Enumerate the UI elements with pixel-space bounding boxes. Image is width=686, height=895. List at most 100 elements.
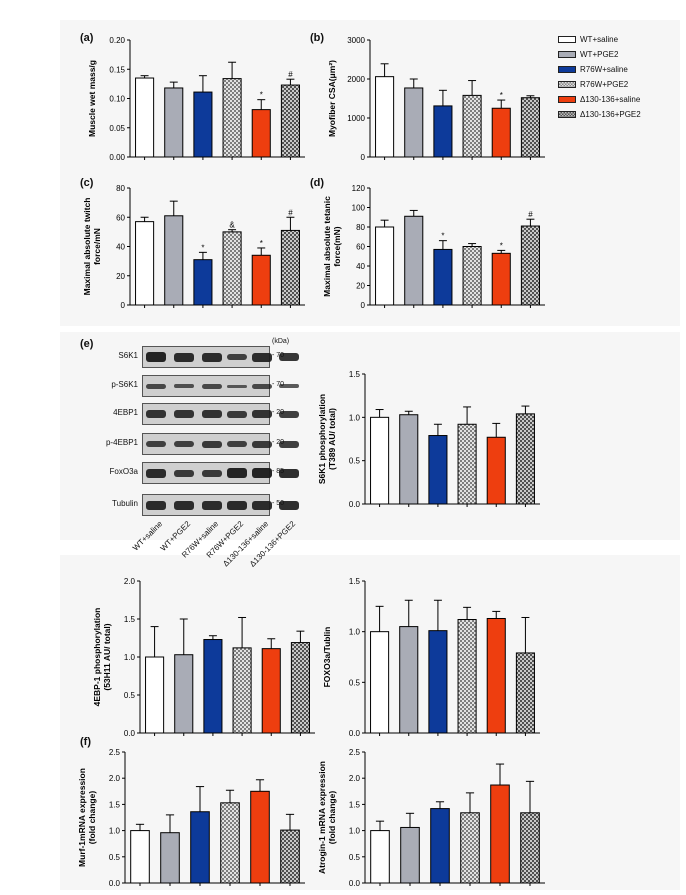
y-tick-label: 20 [356,282,365,291]
bar [145,656,165,734]
bar [174,654,194,734]
bar [400,826,420,884]
blot-membrane [142,494,299,516]
significance-mark: # [528,210,533,219]
y-tick-label: 0.0 [109,879,121,888]
bar [457,423,477,505]
blot-band [252,352,272,362]
y-axis-label-line: Atrogin-1 mRNA expression [317,761,327,874]
y-tick-label: 0 [121,301,126,310]
blot-band [227,441,247,447]
y-tick-label: 1.5 [109,800,121,809]
y-tick-label: 2.5 [349,748,361,757]
bar [457,619,477,734]
blot-mw-label: - 50 [272,500,285,507]
blot-mw-label: - 70 [272,381,285,388]
y-tick-label: 1.5 [349,800,361,809]
y-tick-label: 60 [356,243,365,252]
bar [491,252,511,306]
blot-band [146,410,166,418]
blot-band [146,441,166,447]
blot-band [252,410,272,418]
y-axis-label: 4EBP-1 phosphorylation(53H11 AU/ total) [92,608,112,707]
y-axis-label-line: (53H11 AU/ total) [102,623,112,690]
blot-membrane [142,375,299,397]
panel-label-b: (b) [310,32,325,44]
blot-mw-label: - 20 [272,439,285,446]
y-tick-label: 1.0 [349,827,361,836]
y-axis-label: Myofiber CSA(μm²) [327,60,337,137]
legend-swatch [558,36,576,43]
y-tick-label: 2.0 [124,577,136,586]
panel-label-f: (f) [80,736,91,748]
y-tick-label: 0.10 [109,95,125,104]
legend-item: R76W+saline [558,62,641,77]
legend-label: Δ130-136+PGE2 [580,110,641,119]
bar [222,78,242,158]
significance-mark: & [229,221,235,230]
bar [135,221,155,306]
bar [130,830,150,884]
bar [193,259,213,306]
legend-label: R76W+saline [580,65,628,74]
y-axis-label: S6K1 phosphorylation(T389 AU/ total) [317,394,337,484]
significance-mark: * [260,91,263,100]
blot-band [146,352,166,362]
y-axis-label: Maximal absolute twitchforce/mN [82,198,102,296]
bar [280,829,300,884]
blot-row-label: FoxO3a [109,467,138,476]
bar [251,109,271,158]
blot-mw-label: - 20 [272,409,285,416]
bar [399,414,419,505]
bar [232,647,252,734]
legend-label: R76W+PGE2 [580,80,629,89]
bar [515,652,535,734]
y-tick-label: 0.5 [349,457,361,466]
bar [370,416,390,505]
y-tick-label: 0.5 [349,853,361,862]
bar [290,642,310,734]
legend-item: WT+PGE2 [558,47,641,62]
y-tick-label: 40 [356,262,365,271]
y-tick-label: 80 [356,223,365,232]
bar [491,107,511,158]
y-axis-label-line: (fold change) [327,791,337,845]
bar [486,617,506,734]
blot-band [174,500,194,510]
y-axis-label-line: force(mN) [332,226,342,266]
y-tick-label: 0 [361,301,366,310]
blot-band [227,354,247,360]
blot-membrane [142,346,299,368]
legend-swatch [558,51,576,58]
blot-band [202,410,222,418]
bar [433,248,453,306]
y-tick-label: 20 [116,272,125,281]
bar [193,91,213,158]
blot-membrane [142,462,299,484]
blot-band [202,469,222,477]
y-axis-label-line: Myofiber CSA(μm²) [327,60,337,137]
y-tick-label: 0.0 [349,729,361,738]
bar [261,648,281,734]
blot-band [202,383,222,389]
panel-label-d: (d) [310,177,325,189]
panel-label-a: (a) [80,32,94,44]
y-axis-label-line: Murf-1mRNA expression [77,768,87,867]
blot-band [202,352,222,362]
legend-label: Δ130-136+saline [580,95,641,104]
y-tick-label: 2000 [347,75,365,84]
bar [370,631,390,734]
bar [190,811,210,884]
blot-band [174,410,194,418]
significance-mark: # [288,70,293,79]
blot-band [252,500,272,510]
blot-band [279,384,299,388]
legend-swatch [558,81,576,88]
blot-band [279,468,299,478]
legend: WT+saline WT+PGE2 R76W+saline R76W+PGE2 … [558,32,641,122]
bar [520,225,540,306]
panel-label-e: (e) [80,338,94,350]
y-tick-label: 1.0 [124,653,136,662]
significance-mark: * [500,241,503,250]
blot-band [252,440,272,448]
